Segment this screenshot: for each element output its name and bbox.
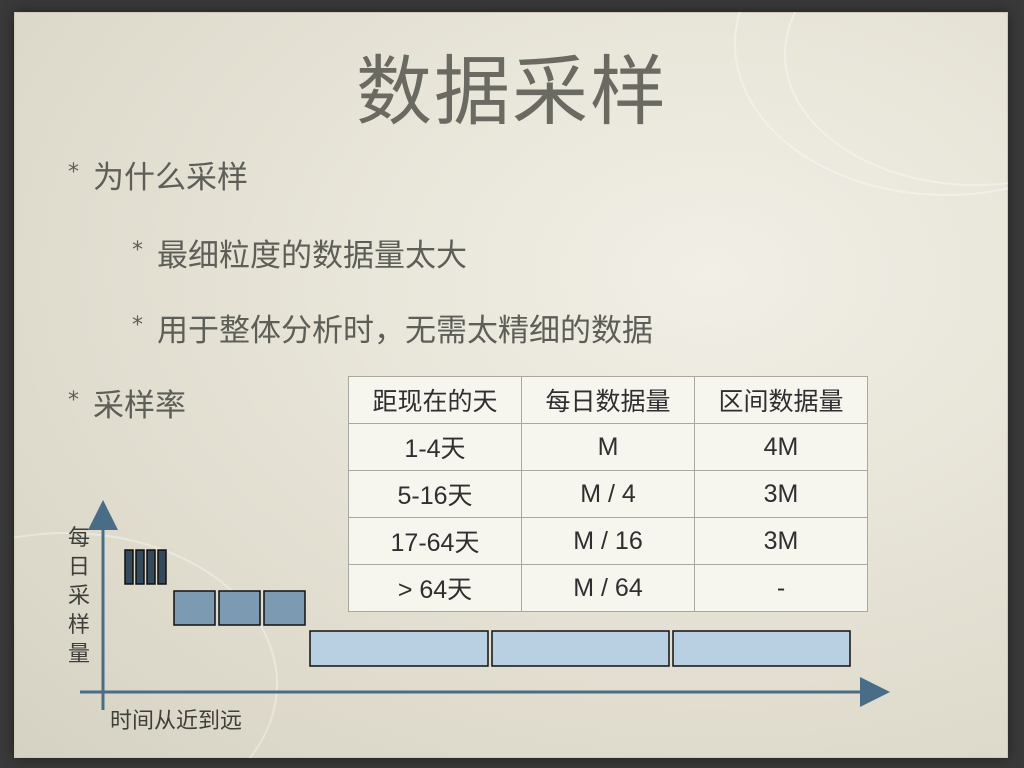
column-header: 区间数据量 [694, 376, 868, 424]
sample-block-medium [263, 590, 306, 626]
bullet-text: 用于整体分析时，无需太精细的数据 [157, 313, 653, 349]
bullet-star-icon: * [132, 313, 143, 338]
sample-block-medium [218, 590, 261, 626]
sample-block-dense [146, 549, 156, 585]
bullet-text: 采样率 [93, 388, 186, 424]
table-header-row: 距现在的天 每日数据量 区间数据量 [348, 376, 868, 424]
bullet-text: 最细粒度的数据量太大 [157, 238, 467, 274]
table-cell: - [694, 564, 868, 612]
y-axis-label: 每日采样量 [67, 526, 90, 667]
sample-block-dense [135, 549, 145, 585]
table-cell: M [521, 423, 695, 471]
bullet-why-sampling: * 为什么采样 [68, 152, 248, 197]
sample-block-medium [173, 590, 216, 626]
table-cell: M / 4 [521, 470, 695, 518]
bullet-text: 为什么采样 [93, 160, 248, 196]
sample-block-dense [124, 549, 134, 585]
x-axis-label: 时间从近到远 [110, 709, 243, 734]
sample-block-sparse [491, 630, 670, 667]
table-cell: 5-16天 [348, 470, 522, 518]
table-row: 17-64天 M / 16 3M [348, 517, 868, 565]
bullet-star-icon: * [68, 160, 79, 185]
table-cell: 3M [694, 470, 868, 518]
bullet-star-icon: * [68, 388, 79, 413]
sample-block-sparse [672, 630, 851, 667]
slide-title: 数据采样 [356, 47, 668, 136]
column-header: 距现在的天 [348, 376, 522, 424]
table-cell: 17-64天 [348, 517, 522, 565]
sample-block-dense [157, 549, 167, 585]
bullet-sampling-rate: * 采样率 [68, 380, 186, 425]
bullet-reason-2: * 用于整体分析时，无需太精细的数据 [132, 305, 653, 350]
table-cell: M / 16 [521, 517, 695, 565]
bullet-reason-1: * 最细粒度的数据量太大 [132, 230, 467, 275]
table-row: 1-4天 M 4M [348, 423, 868, 471]
table-cell: M / 64 [521, 564, 695, 612]
sampling-rate-table: 距现在的天 每日数据量 区间数据量 1-4天 M 4M 5-16天 M / 4 … [348, 376, 868, 612]
table-row: 5-16天 M / 4 3M [348, 470, 868, 518]
table-cell: > 64天 [348, 564, 522, 612]
column-header: 每日数据量 [521, 376, 695, 424]
bullet-star-icon: * [132, 238, 143, 263]
sample-block-sparse [309, 630, 489, 667]
table-row: > 64天 M / 64 - [348, 564, 868, 612]
